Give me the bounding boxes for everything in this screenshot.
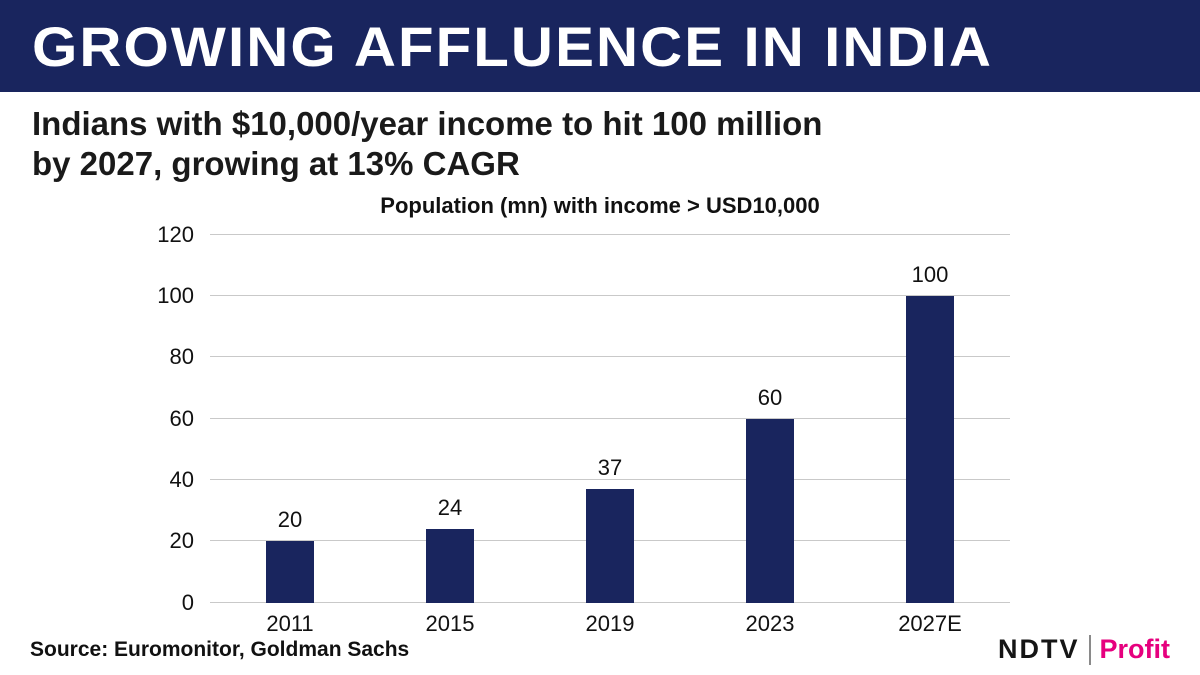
gridline — [210, 356, 1010, 358]
x-axis-tick-label: 2023 — [745, 610, 795, 636]
x-axis-tick-label: 2019 — [585, 610, 635, 636]
gridline — [210, 294, 1010, 296]
page-title: GROWING AFFLUENCE IN INDIA — [32, 14, 994, 78]
gridline — [210, 417, 1010, 419]
x-axis-tick-label: 2011 — [266, 610, 314, 636]
y-axis-tick-label: 0 — [181, 589, 194, 615]
bar-value-label: 37 — [597, 455, 623, 481]
x-axis: 2011 2015 2019 2023 2027E — [210, 611, 1010, 637]
x-axis-tick-label: 2027E — [898, 610, 962, 636]
subtitle-line-2: by 2027, growing at 13% CAGR — [32, 145, 520, 183]
ndtv-wordmark: NDTV — [998, 634, 1080, 664]
bar-2011 — [266, 541, 314, 603]
bar-2019 — [586, 489, 634, 603]
plot-area: 20 24 37 60 100 — [210, 233, 1010, 603]
chart-title: Population (mn) with income > USD10,000 — [380, 192, 820, 218]
banner: GROWING AFFLUENCE IN INDIA — [0, 0, 1200, 92]
source-attribution: Source: Euromonitor, Goldman Sachs — [30, 637, 410, 661]
gridline — [210, 233, 1010, 235]
logo-divider — [1088, 634, 1091, 665]
bar-value-label: 20 — [277, 507, 303, 533]
y-axis: 0 20 40 60 80 100 120 — [150, 222, 210, 615]
bar-2015 — [426, 528, 474, 603]
footer: Source: Euromonitor, Goldman Sachs NDTV … — [0, 634, 1200, 665]
y-axis-tick-label: 60 — [169, 405, 194, 431]
bar-2027E — [906, 295, 954, 603]
bar-value-label: 100 — [911, 261, 949, 287]
gridline — [210, 478, 1010, 480]
y-axis-tick-label: 100 — [157, 282, 194, 308]
bar-chart: 0 20 40 60 80 100 120 20 24 37 60 100 2011 2015 2019… — [150, 222, 1010, 637]
y-axis-tick-label: 80 — [169, 344, 194, 370]
bar-2023 — [746, 418, 794, 603]
chart-body: 0 20 40 60 80 100 120 20 24 37 60 100 — [150, 222, 1010, 615]
subtitle-line-1: Indians with $10,000/year income to hit … — [32, 105, 823, 142]
x-axis-tick-label: 2015 — [425, 610, 475, 636]
bar-value-label: 24 — [437, 494, 463, 520]
profit-wordmark: Profit — [1099, 634, 1171, 664]
y-axis-tick-label: 120 — [157, 221, 194, 247]
y-axis-tick-label: 20 — [169, 528, 194, 554]
bar-value-label: 60 — [757, 384, 783, 410]
chart-subtitle: Indians with $10,000/year income to hit … — [0, 92, 1200, 185]
ndtv-profit-logo: NDTV Profit — [998, 634, 1170, 665]
y-axis-tick-label: 40 — [169, 466, 194, 492]
